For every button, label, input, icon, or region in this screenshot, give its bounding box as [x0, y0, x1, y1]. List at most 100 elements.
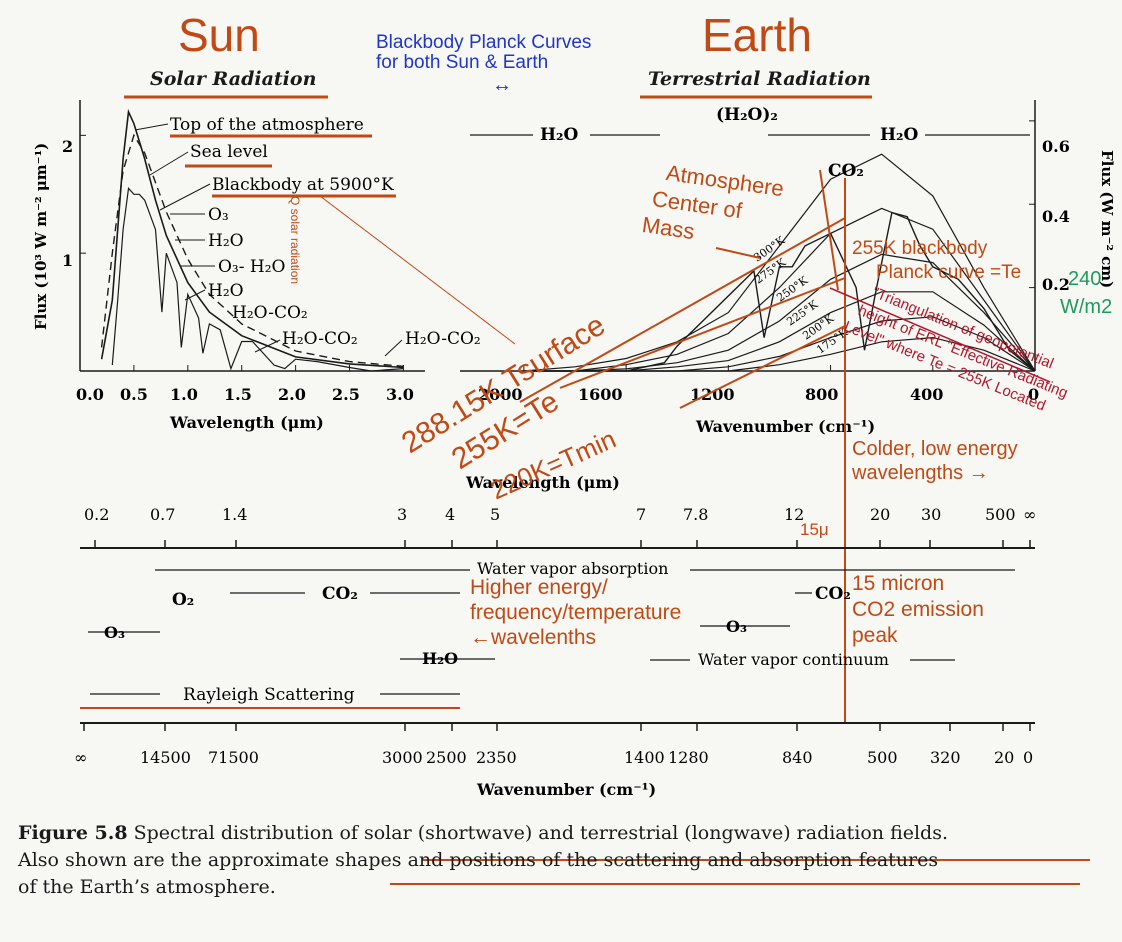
terr-x-label-0: 2000 — [478, 385, 523, 404]
terr-x-label-5: 0 — [1028, 385, 1039, 404]
green-240: 240 — [1068, 268, 1102, 290]
terr-x-label-1: 1600 — [578, 385, 623, 404]
sun-subtitle: Solar Radiation — [150, 68, 317, 90]
solar-x-label-4: 2.0 — [278, 385, 306, 404]
terr-y-label-06: 0.6 — [1042, 137, 1070, 156]
band-arrows — [88, 569, 1015, 695]
blue-note-line1: Blackbody Planck Curves — [376, 32, 592, 53]
wl-tick-0: 0.2 — [84, 505, 109, 524]
band-co2-left: CO₂ — [322, 584, 358, 604]
solar-x-label-3: 1.5 — [224, 385, 252, 404]
terrestrial-series-6 — [523, 336, 1036, 372]
caption-line3: of the Earth’s atmosphere. — [18, 876, 276, 898]
colder-line1: Colder, low energy — [852, 438, 1018, 460]
label-h2o-2: H₂O — [208, 281, 244, 301]
solar-series-1 — [100, 108, 404, 369]
wl-tick-8: 12 — [784, 505, 804, 524]
planck-te: Planck curve =Te — [876, 262, 1022, 283]
solar-curves — [100, 108, 404, 372]
solar-ticks — [79, 134, 404, 371]
terrestrial-series-7 — [625, 211, 1036, 372]
lower-ticks — [83, 540, 1031, 731]
band-water-vapor-absorption: Water vapor absorption — [477, 559, 668, 578]
wl-tick-9: 20 — [870, 505, 890, 524]
higher-energy-line3: ←wavelenths — [470, 626, 597, 649]
wn-tick-4: 2500 — [426, 748, 467, 767]
wn-tick-2: 71500 — [208, 748, 259, 767]
terr-x-label-4: 400 — [910, 385, 943, 404]
terrestrial-series-2 — [523, 207, 1036, 372]
colder-line2: wavelengths → — [852, 462, 989, 484]
annotation-lines — [80, 169, 1090, 885]
terr-x-label-2: 1200 — [690, 385, 735, 404]
label-o3-h2o: O₃- H₂O — [218, 257, 285, 277]
solar-y-label-1: 1 — [62, 251, 73, 270]
blackbody-255: 255K blackbody — [852, 238, 988, 259]
wl-tick-4: 4 — [445, 505, 455, 524]
wn-tick-10: 320 — [930, 748, 961, 767]
wl-tick-5: 5 — [490, 505, 500, 524]
micron-15-line2: CO2 emission — [852, 598, 984, 621]
label-h2o-co2-1: H₂O-CO₂ — [232, 303, 308, 323]
terrestrial-curves — [523, 153, 1036, 372]
earth-title: Earth — [702, 9, 812, 61]
wl-tick-12: ∞ — [1023, 505, 1036, 524]
wl-tick-1: 0.7 — [150, 505, 175, 524]
wn-tick-7: 1280 — [668, 748, 709, 767]
terr-band-h2o-left: H₂O — [540, 125, 579, 145]
terr-y-title: Flux (W m⁻² cm) — [1098, 150, 1116, 288]
wl-tick-3: 3 — [397, 505, 407, 524]
terr-x-title: Wavenumber (cm⁻¹) — [695, 417, 875, 436]
terr-band-co2: CO₂ — [828, 161, 864, 181]
solar-x-label-2: 1.0 — [170, 385, 198, 404]
solar-x-title: Wavelength (μm) — [169, 413, 324, 432]
solar-series-3 — [111, 187, 404, 372]
solar-y-title: Flux (10³ W m⁻² μm⁻¹) — [32, 143, 50, 330]
terr-y-label-02: 0.2 — [1042, 275, 1070, 294]
terr-band-h2o-dimer: (H₂O)₂ — [716, 105, 778, 125]
label-top-atmosphere: Top of the atmosphere — [170, 115, 364, 135]
lower-axes — [80, 547, 1035, 724]
wn-tick-1: 14500 — [140, 748, 191, 767]
wn-tick-11: 20 — [994, 748, 1014, 767]
terr-x-label-3: 800 — [805, 385, 838, 404]
caption-line1: Spectral distribution of solar (shortwav… — [133, 822, 949, 844]
label-h2o-co2-3: H₂O-CO₂ — [405, 329, 481, 349]
wl-tick-11: 500 — [985, 505, 1016, 524]
wl-tick-10: 30 — [921, 505, 941, 524]
terrestrial-series-1 — [523, 153, 1036, 372]
band-o3-left: O₃ — [104, 623, 125, 642]
wl-tick-2: 1.4 — [222, 505, 247, 524]
wn-tick-6: 1400 — [624, 748, 665, 767]
band-co2-right: CO₂ — [815, 584, 851, 604]
higher-energy-line2: frequency/temperature — [470, 601, 682, 624]
fifteen-mu-label: 15μ — [800, 520, 829, 539]
solar-y-label-2: 2 — [62, 137, 73, 156]
label-blackbody-5900: Blackbody at 5900°K — [212, 175, 394, 195]
blue-note-arrow: ↔ — [492, 74, 512, 96]
label-o3: O₃ — [208, 205, 229, 225]
green-wm2: W/m2 — [1060, 296, 1113, 318]
band-h2o: H₂O — [422, 649, 458, 668]
band-water-vapor-continuum: Water vapor continuum — [698, 650, 889, 669]
solar-flux-arrow — [319, 195, 516, 345]
solar-series-2 — [100, 133, 404, 367]
wn-tick-8: 840 — [782, 748, 813, 767]
band-rayleigh: Rayleigh Scattering — [183, 685, 355, 705]
solar-x-label-6: 3.0 — [386, 385, 414, 404]
terrestrial-ticks — [523, 120, 1036, 371]
sun-title: Sun — [178, 9, 260, 61]
wn-tick-0: ∞ — [74, 748, 87, 767]
wn-axis-title: Wavenumber (cm⁻¹) — [476, 780, 656, 799]
solar-leader-lines — [170, 213, 403, 357]
wn-tick-9: 500 — [867, 748, 898, 767]
erl-lines — [829, 287, 1051, 383]
wl-axis-title: Wavelength (μm) — [465, 473, 620, 492]
label-h2o-co2-2: H₂O-CO₂ — [282, 329, 358, 349]
terr-band-h2o-right: H₂O — [880, 125, 919, 145]
label-sea-level: Sea level — [190, 142, 268, 162]
wn-tick-12: 0 — [1023, 748, 1033, 767]
wn-tick-5: 2350 — [476, 748, 517, 767]
micron-15-line1: 15 micron — [852, 572, 945, 595]
